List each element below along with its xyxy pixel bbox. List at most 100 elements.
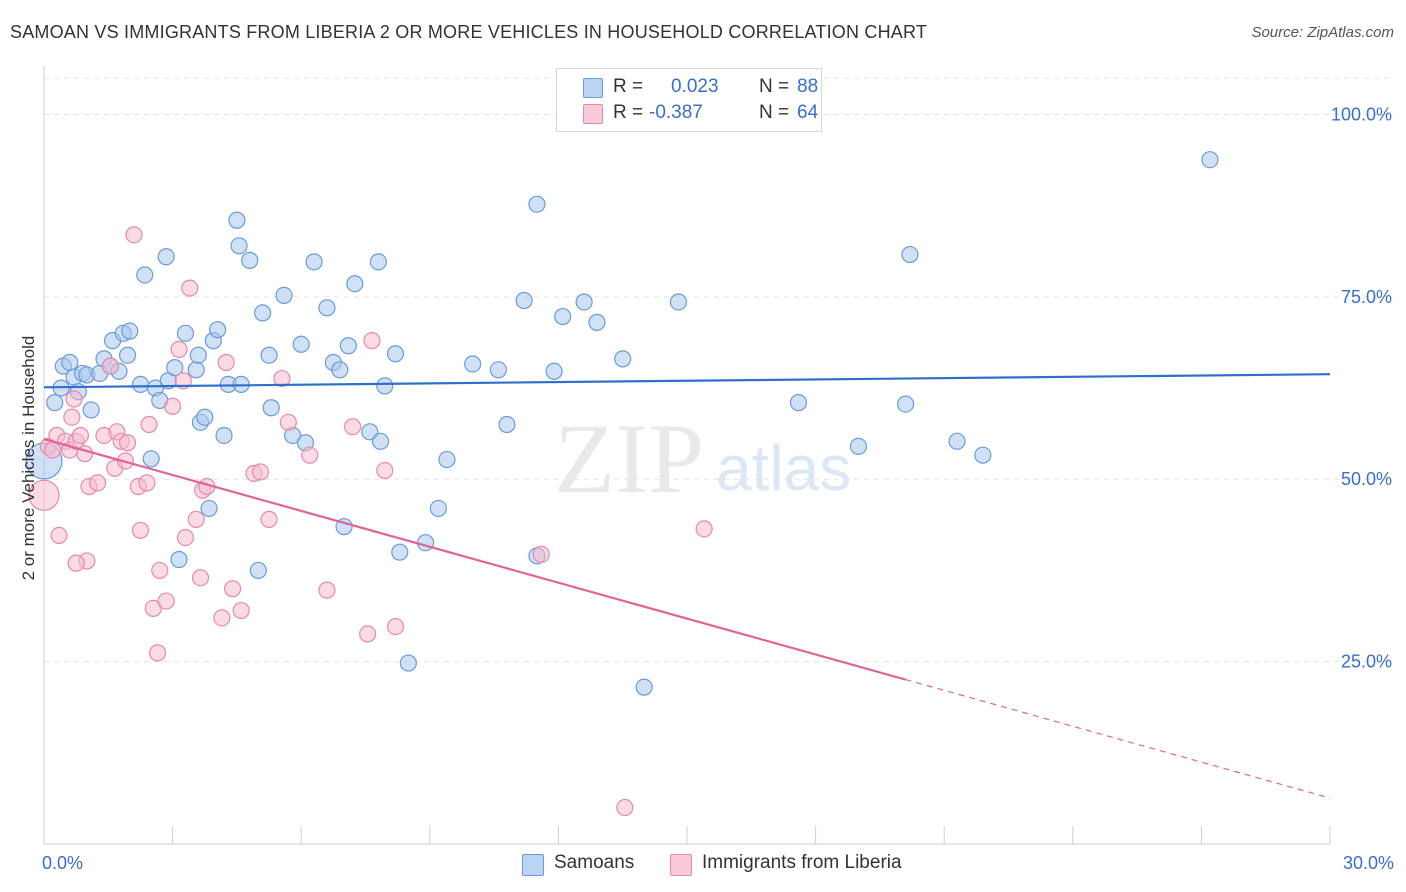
legend-n-value: 88 [797, 76, 819, 97]
samoan-point [391, 543, 409, 561]
liberia-point [176, 528, 195, 547]
samoan-point [249, 561, 267, 580]
chart-title: SAMOAN VS IMMIGRANTS FROM LIBERIA 2 OR M… [10, 22, 928, 42]
samoan-point [429, 499, 447, 518]
legend-r-label: R = [613, 102, 644, 123]
liberia-point [88, 474, 107, 492]
samoan-point [849, 437, 868, 456]
samoan-point [136, 266, 154, 284]
samoan-point [489, 361, 507, 379]
legend-swatch-pink [583, 104, 603, 124]
samoan-point [260, 346, 278, 364]
legend-n-value: 64 [797, 102, 819, 123]
samoan-point [498, 415, 516, 434]
samoan-point [545, 362, 563, 380]
samoan-point [305, 253, 323, 271]
samoan-point [196, 408, 214, 426]
liberia-point [65, 390, 83, 408]
samoan-point [331, 361, 349, 379]
liberia-point [217, 353, 235, 372]
samoan-point [254, 304, 272, 322]
samoan-point [515, 291, 533, 310]
samoan-point [789, 394, 808, 412]
samoan-trend-line [43, 373, 1331, 389]
samoan-point [228, 211, 246, 229]
samoan-point [438, 450, 456, 469]
liberia-point [125, 226, 143, 244]
liberia-point [359, 625, 377, 643]
samoan-point [209, 321, 227, 339]
liberia-point [213, 609, 231, 627]
legend-r-value: -0.387 [649, 102, 703, 123]
liberia-point [174, 372, 192, 390]
liberia-point [101, 357, 120, 375]
samoan-point [614, 350, 632, 368]
liberia-point [386, 618, 405, 636]
legend-r-label: R = [613, 76, 644, 97]
samoan-point [262, 399, 280, 417]
samoan-point [187, 361, 205, 379]
liberia-point [138, 474, 156, 492]
samoan-point [901, 245, 919, 264]
x-tick-label: 0.0% [42, 853, 83, 873]
samoan-point [635, 678, 653, 696]
liberia-point [695, 520, 713, 538]
samoan-point [399, 654, 417, 672]
liberia-point [118, 434, 137, 452]
liberia-point [363, 332, 381, 350]
liberia-point [279, 413, 297, 431]
y-tick-label: 50.0% [1341, 469, 1392, 489]
liberia-point [28, 479, 60, 511]
samoan-point [339, 337, 357, 355]
legend-n-label: N = [759, 76, 790, 97]
liberia-point [301, 446, 319, 464]
samoan-point [974, 446, 992, 464]
liberia-point [181, 279, 199, 297]
y-axis-label: 2 or more Vehicles in Household [19, 336, 38, 581]
samoan-point [275, 286, 293, 304]
samoan-point [386, 345, 405, 363]
liberia-point [616, 798, 634, 817]
liberia-point [187, 510, 205, 528]
trend-lines [43, 373, 1331, 799]
liberia-point [273, 369, 291, 388]
samoan-point [142, 450, 160, 468]
liberia-point [140, 415, 158, 434]
samoan-point [82, 401, 100, 419]
samoan-point [131, 375, 150, 393]
liberia-point [67, 554, 85, 572]
samoan-point [371, 432, 390, 450]
liberia-point [251, 463, 270, 481]
liberia-trend-line [43, 438, 906, 681]
watermark-zip: ZIP [554, 403, 704, 514]
samoan-point [61, 353, 79, 372]
samoan-point [376, 377, 394, 395]
stats-legend: R = 0.023 N = 88 R = -0.387 N = 64 [556, 68, 822, 132]
liberia-point [170, 340, 188, 358]
samoan-point [292, 335, 310, 353]
bottom-legend-swatch-blue [522, 854, 544, 876]
liberia-point [151, 561, 169, 580]
samoan-point [528, 195, 546, 213]
liberia-point [157, 592, 175, 610]
samoan-point [346, 275, 364, 293]
samoan-point [361, 423, 379, 441]
liberia-point [260, 510, 278, 528]
samoan-point [575, 293, 593, 311]
samoan-point [318, 299, 336, 317]
liberia-point [144, 599, 162, 617]
samoan-point [230, 237, 248, 255]
source-credit: Source: ZipAtlas.com [1251, 24, 1394, 41]
samoan-point [369, 253, 387, 271]
x-tick-label: 30.0% [1343, 853, 1394, 873]
samoan-point [897, 395, 915, 413]
y-tick-label: 25.0% [1341, 652, 1392, 672]
liberia-point [131, 521, 150, 539]
samoan-point [669, 293, 688, 311]
liberia-point [71, 426, 90, 445]
liberia-point [232, 601, 250, 620]
y-tick-label: 75.0% [1341, 287, 1392, 307]
y-tick-label: 100.0% [1331, 104, 1392, 124]
axes: 25.0% 50.0% 75.0% 100.0% 0.0% 30.0% [42, 66, 1394, 873]
